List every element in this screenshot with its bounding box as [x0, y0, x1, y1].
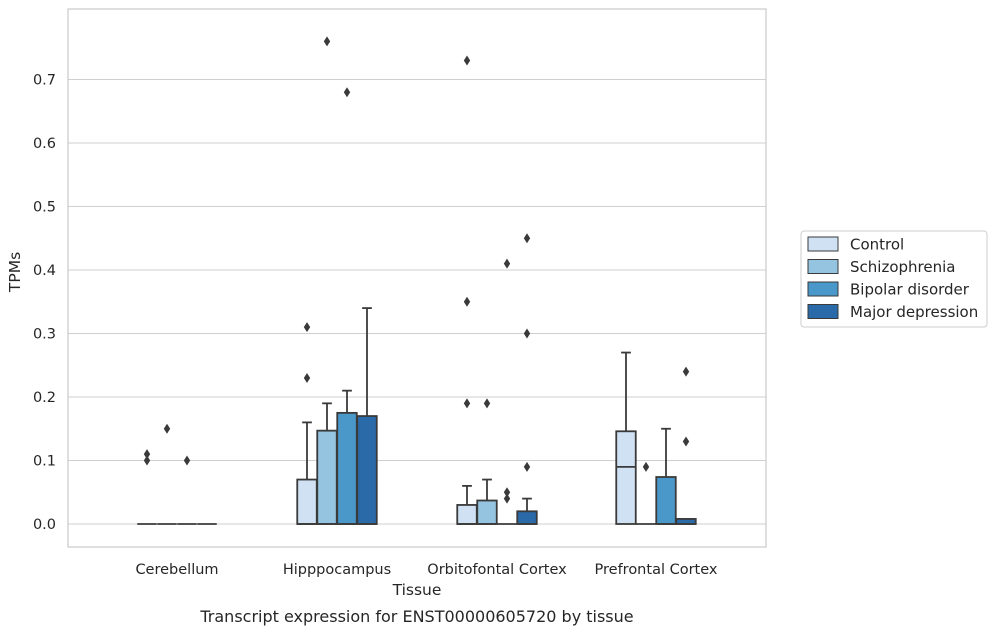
legend-label: Schizophrenia: [850, 258, 955, 276]
outlier-point: [483, 398, 491, 409]
box: [356, 415, 378, 525]
box: [316, 429, 338, 525]
x-tick-label: Orbitofontal Cortex: [427, 562, 567, 578]
y-tick-label: 0.3: [33, 327, 56, 343]
x-axis-title: Tissue: [392, 581, 442, 599]
x-tick-label: Prefrontal Cortex: [595, 562, 718, 578]
legend-label: Control: [850, 236, 904, 254]
series-schizophrenia: [157, 36, 656, 525]
box: [336, 411, 358, 525]
outlier-point: [503, 493, 511, 504]
legend-swatch: [807, 304, 839, 319]
box: [476, 499, 498, 525]
outlier-point: [503, 487, 511, 498]
outlier-point: [682, 436, 690, 447]
outlier-point: [303, 322, 311, 333]
series-major-depression: [197, 233, 697, 525]
outlier-point: [463, 398, 471, 409]
outlier-point: [503, 258, 511, 269]
x-tick-labels: Cerebellum Hipppocampus Orbitofontal Corte…: [135, 562, 717, 578]
legend-swatch: [807, 236, 839, 252]
outlier-point: [183, 455, 191, 466]
box: [615, 430, 637, 525]
outlier-point: [343, 87, 351, 98]
y-tick-label: 0.7: [33, 73, 56, 89]
box: [296, 478, 318, 525]
outlier-point: [143, 449, 151, 460]
y-tick-label: 0.1: [33, 454, 56, 470]
box: [456, 504, 478, 525]
y-tick-label: 0.2: [33, 390, 56, 406]
x-tick-label: Hipppocampus: [283, 562, 391, 578]
y-tick-label: 0.4: [33, 263, 56, 279]
legend-label: Bipolar disorder: [850, 281, 970, 299]
legend-swatch: [807, 281, 839, 297]
y-tick-label: 0.5: [33, 200, 56, 216]
outlier-point: [463, 296, 471, 307]
plot-frame: [67, 8, 767, 548]
outlier-point: [682, 366, 690, 377]
box: [655, 476, 677, 525]
y-tick-labels: 0.0 0.1 0.2 0.3 0.4 0.5 0.6 0.7: [33, 73, 56, 534]
outlier-point: [523, 461, 531, 472]
outlier-point: [163, 423, 171, 434]
legend-frame: [800, 230, 988, 328]
y-tick-label: 0.6: [33, 136, 56, 152]
box: [516, 510, 538, 525]
outlier-point: [463, 55, 471, 66]
outlier-point: [143, 455, 151, 466]
legend: Control Schizophrenia Bipolar disorder Majo…: [800, 230, 988, 328]
outlier-point: [303, 372, 311, 383]
series-bipolar-disorder: [177, 87, 677, 525]
legend-label: Major depression: [850, 303, 978, 321]
box-groups: [137, 36, 697, 525]
x-tick-label: Cerebellum: [135, 562, 218, 578]
legend-swatch: [807, 259, 839, 274]
y-tick-label: 0.0: [33, 517, 56, 533]
y-axis-title: TPMs: [6, 252, 24, 293]
chart-caption: Transcript expression for ENST0000060572…: [199, 607, 633, 626]
outlier-point: [523, 328, 531, 339]
outlier-point: [323, 36, 331, 47]
outlier-point: [523, 233, 531, 244]
outlier-point: [642, 461, 650, 472]
